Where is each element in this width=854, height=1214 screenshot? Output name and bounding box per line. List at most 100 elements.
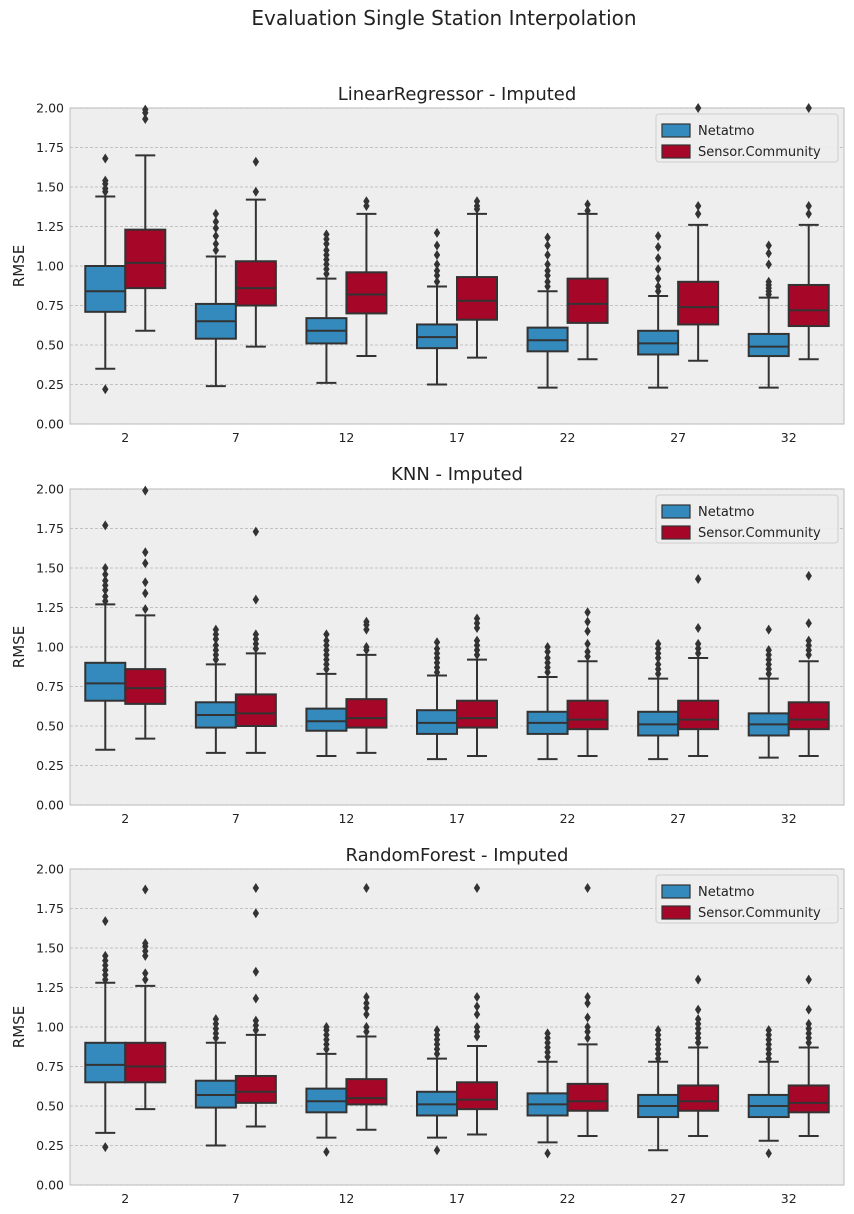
box-iqr <box>456 276 498 321</box>
box-iqr <box>234 260 277 307</box>
outlier-point <box>252 156 260 167</box>
subplot-2: 0.000.250.500.751.001.251.501.752.002 7 12… <box>10 464 845 826</box>
y-tick-label: 2.00 <box>36 862 64 877</box>
box-sensor-community-7 <box>234 882 277 1128</box>
box-netatmo-17 <box>416 227 458 386</box>
outlier-point <box>102 591 109 602</box>
box-netatmo-2 <box>84 153 127 395</box>
box-iqr <box>305 707 348 732</box>
figure-title: Evaluation Single Station Interpolation <box>251 6 637 30</box>
x-tick-label: 32 <box>781 430 797 445</box>
x-tick-label: 27 <box>670 430 686 445</box>
y-tick-label: 1.50 <box>36 941 64 956</box>
box-iqr <box>787 701 830 731</box>
box-sensor-community-12 <box>345 882 388 1131</box>
outlier-point <box>433 1145 441 1156</box>
box-netatmo-22 <box>526 232 569 389</box>
box-netatmo-32 <box>747 240 790 389</box>
outlier-point <box>805 1004 812 1015</box>
box-netatmo-17 <box>416 1025 458 1156</box>
outlier-point <box>694 208 702 219</box>
outlier-point <box>323 1146 330 1157</box>
y-tick-label: 0.75 <box>36 1059 64 1074</box>
outlier-point <box>765 276 772 287</box>
outlier-point <box>252 526 260 537</box>
outlier-point <box>654 230 662 241</box>
x-tick-label: 22 <box>560 430 576 445</box>
y-tick-label: 0.00 <box>36 417 64 432</box>
outlier-point <box>212 245 220 256</box>
box-iqr <box>566 1082 609 1112</box>
box-iqr <box>677 699 720 731</box>
legend: Netatmo Sensor.Community <box>655 494 839 544</box>
outlier-point <box>654 264 662 275</box>
y-tick-label: 0.25 <box>36 758 64 773</box>
box-netatmo-7 <box>194 208 237 388</box>
box-sensor-community-17 <box>456 613 498 758</box>
subplot-title: KNN - Imputed <box>391 464 523 485</box>
outlier-point <box>102 1142 109 1153</box>
box-netatmo-22 <box>526 642 569 761</box>
box-iqr <box>456 699 498 729</box>
y-tick-label: 1.50 <box>36 180 64 195</box>
box-iqr <box>234 1074 277 1104</box>
outlier-point <box>363 616 370 627</box>
outlier-point <box>694 974 702 985</box>
outlier-point <box>805 570 812 581</box>
box-iqr <box>677 280 720 326</box>
outlier-point <box>584 646 591 657</box>
outlier-point <box>805 103 812 113</box>
outlier-point <box>584 882 591 893</box>
outlier-point <box>584 205 591 216</box>
outlier-point <box>584 638 591 649</box>
outlier-point <box>584 616 591 627</box>
outlier-point <box>544 259 551 270</box>
outlier-point <box>694 1004 702 1015</box>
box-sensor-community-32 <box>787 570 830 758</box>
box-sensor-community-17 <box>456 882 498 1136</box>
box-iqr <box>345 271 388 315</box>
outlier-point <box>654 281 662 292</box>
outlier-point <box>212 640 220 651</box>
outlier-point <box>694 623 702 634</box>
outlier-point <box>584 991 591 1002</box>
legend-swatch <box>661 905 691 920</box>
x-tick-label: 12 <box>338 811 354 826</box>
x-tick-label: 27 <box>670 811 686 826</box>
outlier-point <box>252 966 260 977</box>
outlier-point <box>584 199 591 210</box>
legend-swatch <box>661 144 691 159</box>
box-netatmo-2 <box>84 916 127 1153</box>
outlier-point <box>694 574 702 585</box>
box-iqr <box>747 332 790 358</box>
legend-label: Sensor.Community <box>698 526 821 541</box>
outlier-point <box>142 114 149 125</box>
box-iqr <box>677 1084 720 1112</box>
box-netatmo-22 <box>526 1028 569 1159</box>
outlier-point <box>142 604 149 615</box>
outlier-point <box>363 196 370 207</box>
box-sensor-community-27 <box>677 574 720 758</box>
subplot-3: 0.000.250.500.751.001.251.501.752.002 7 12… <box>10 845 845 1206</box>
outlier-point <box>363 642 370 652</box>
x-tick-label: 7 <box>232 430 240 445</box>
outlier-point <box>473 196 481 207</box>
outlier-point <box>544 276 551 287</box>
box-netatmo-7 <box>194 624 237 754</box>
x-tick-label: 32 <box>781 1191 797 1206</box>
y-tick-label: 0.50 <box>36 338 64 353</box>
outlier-point <box>805 974 812 985</box>
outlier-point <box>805 635 812 646</box>
outlier-point <box>433 637 441 648</box>
outlier-point <box>363 991 370 1002</box>
box-netatmo-7 <box>194 1014 237 1147</box>
x-tick-label: 2 <box>121 1191 129 1206</box>
legend-swatch <box>661 504 691 519</box>
y-tick-label: 1.25 <box>36 980 64 995</box>
box-iqr <box>234 693 277 728</box>
y-tick-label: 0.50 <box>36 719 64 734</box>
x-tick-label: 12 <box>338 1191 354 1206</box>
legend-frame <box>655 494 839 544</box>
outlier-point <box>805 618 812 629</box>
y-tick-label: 1.00 <box>36 640 64 655</box>
